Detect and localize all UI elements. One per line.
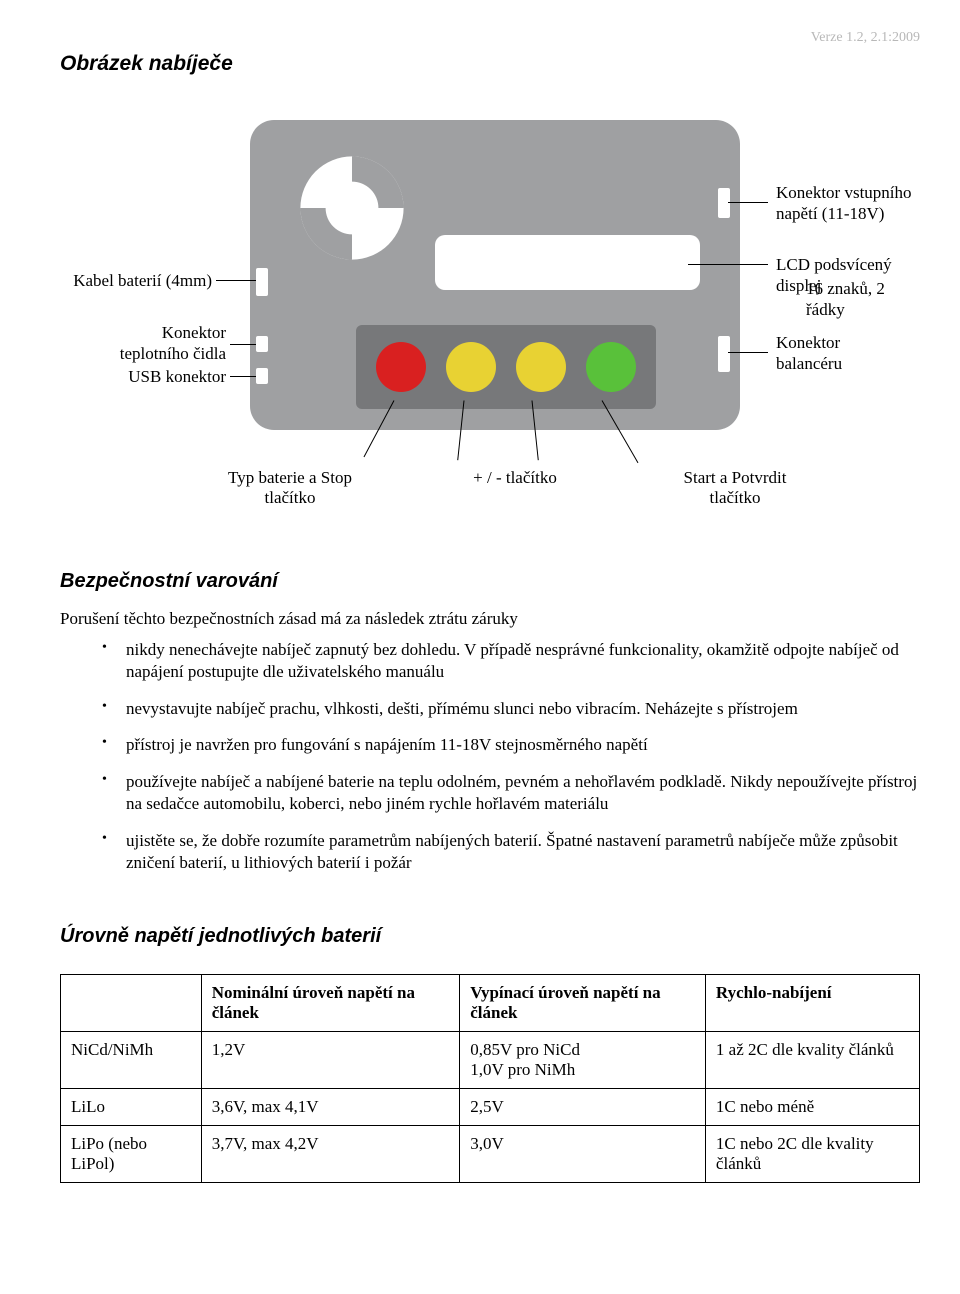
label-temp-connector: Konektor teplotního čidla xyxy=(84,322,226,365)
safety-bullets: nikdy nenechávejte nabíječ zapnutý bez d… xyxy=(60,639,920,875)
button-panel xyxy=(356,325,656,409)
stop-button xyxy=(376,342,426,392)
label-usb: USB konektor xyxy=(104,366,226,387)
version-text: Verze 1.2, 2.1:2009 xyxy=(60,30,920,46)
table-header: Vypínací úroveň napětí na článek xyxy=(460,974,706,1031)
table-row: NiCd/NiMh 1,2V 0,85V pro NiCd 1,0V pro N… xyxy=(61,1031,920,1088)
port-input xyxy=(718,188,730,218)
table-header: Rychlo-nabíjení xyxy=(705,974,919,1031)
table-cell: 1 až 2C dle kvality článků xyxy=(705,1031,919,1088)
safety-intro: Porušení těchto bezpečnostních zásad má … xyxy=(60,609,920,629)
label-balance: Konektor balancéru xyxy=(776,332,842,375)
table-cell: LiPo (nebo LiPol) xyxy=(61,1125,202,1182)
charger-diagram: Konektor vstupního napětí (11-18V) LCD p… xyxy=(60,100,920,520)
table-cell: 3,7V, max 4,2V xyxy=(201,1125,460,1182)
lcd-display xyxy=(435,235,700,290)
list-item: ujistěte se, že dobře rozumíte parametrů… xyxy=(102,830,920,875)
section-heading-safety: Bezpečnostní varování xyxy=(60,570,920,593)
table-cell: 1,2V xyxy=(201,1031,460,1088)
table-cell: 3,6V, max 4,1V xyxy=(201,1088,460,1125)
list-item: nevystavujte nabíječ prachu, vlhkosti, d… xyxy=(102,698,920,720)
start-button xyxy=(586,342,636,392)
port-balance xyxy=(718,336,730,372)
voltage-table: Nominální úroveň napětí na článek Vypína… xyxy=(60,974,920,1183)
table-row: LiLo 3,6V, max 4,1V 2,5V 1C nebo méně xyxy=(61,1088,920,1125)
table-header xyxy=(61,974,202,1031)
section-heading-levels: Úrovně napětí jednotlivých baterií xyxy=(60,925,920,948)
charger-logo xyxy=(292,148,412,268)
label-input-connector: Konektor vstupního napětí (11-18V) xyxy=(776,182,912,225)
label-stop-button: Typ baterie a Stop tlačítko xyxy=(200,468,380,508)
table-cell: 1C nebo 2C dle kvality článků xyxy=(705,1125,919,1182)
port-battery xyxy=(256,268,268,296)
table-header-row: Nominální úroveň napětí na článek Vypína… xyxy=(61,974,920,1031)
table-cell: 1C nebo méně xyxy=(705,1088,919,1125)
table-cell: 3,0V xyxy=(460,1125,706,1182)
label-lcd-sub: 16 znaků, 2 řádky xyxy=(806,278,920,321)
table-header: Nominální úroveň napětí na článek xyxy=(201,974,460,1031)
minus-button xyxy=(446,342,496,392)
table-cell: LiLo xyxy=(61,1088,202,1125)
list-item: používejte nabíječ a nabíjené baterie na… xyxy=(102,771,920,816)
table-cell: NiCd/NiMh xyxy=(61,1031,202,1088)
table-cell: 2,5V xyxy=(460,1088,706,1125)
label-plusminus-button: + / - tlačítko xyxy=(450,468,580,508)
list-item: přístroj je navržen pro fungování s napá… xyxy=(102,734,920,756)
plus-button xyxy=(516,342,566,392)
label-battery-cable: Kabel baterií (4mm) xyxy=(56,270,212,291)
charger-body xyxy=(250,120,740,430)
list-item: nikdy nenechávejte nabíječ zapnutý bez d… xyxy=(102,639,920,684)
port-temp xyxy=(256,336,268,352)
section-heading-image: Obrázek nabíječe xyxy=(60,52,920,76)
table-row: LiPo (nebo LiPol) 3,7V, max 4,2V 3,0V 1C… xyxy=(61,1125,920,1182)
port-usb xyxy=(256,368,268,384)
table-cell: 0,85V pro NiCd 1,0V pro NiMh xyxy=(460,1031,706,1088)
label-start-button: Start a Potvrdit tlačítko xyxy=(650,468,820,508)
